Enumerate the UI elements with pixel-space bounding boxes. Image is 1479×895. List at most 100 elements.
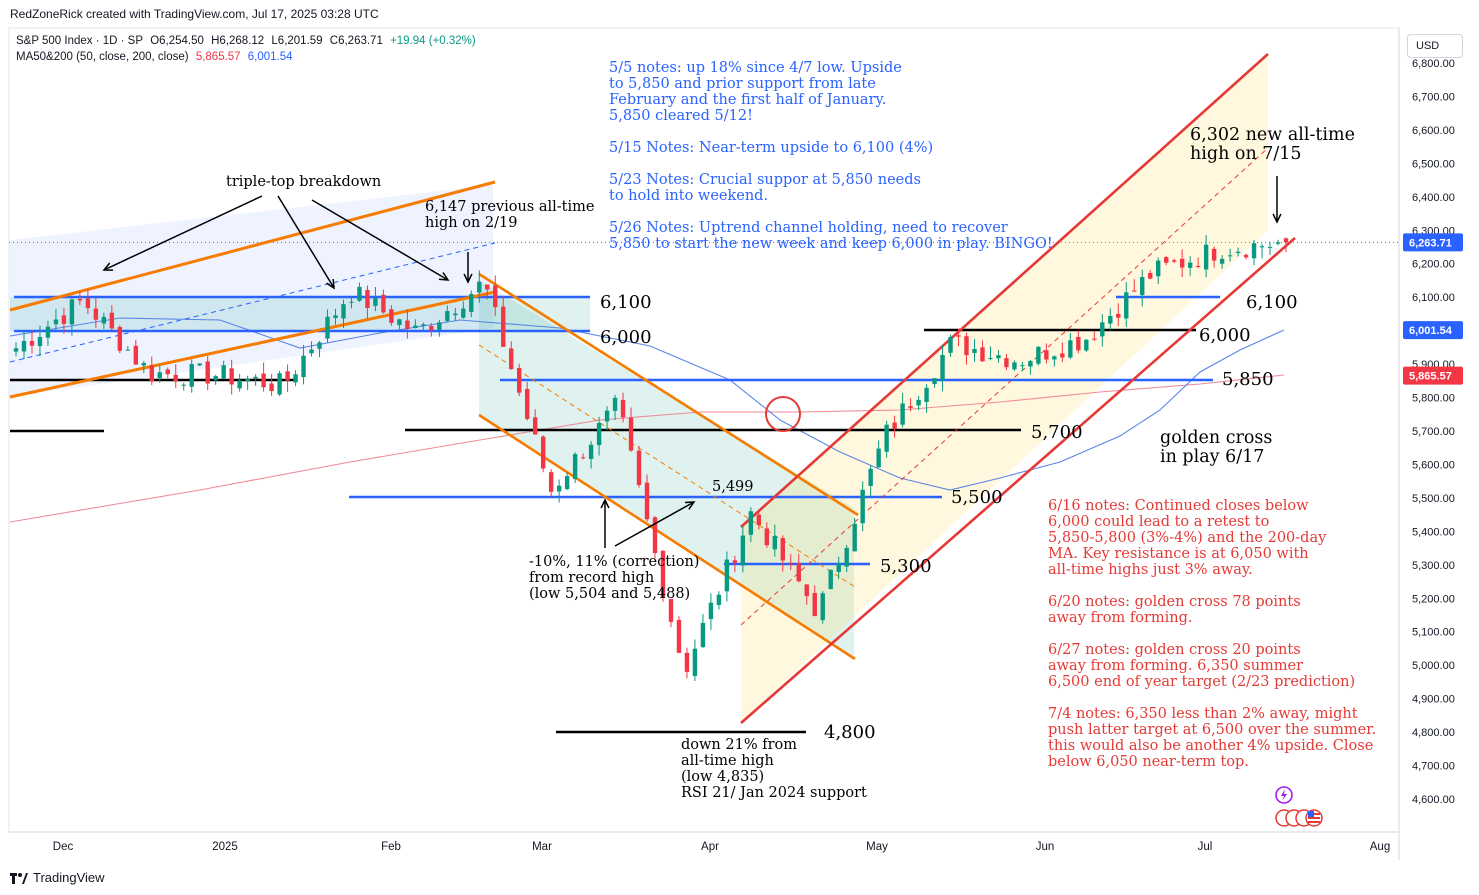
price-tag-label: 6,263.71 bbox=[1409, 237, 1452, 249]
candle-body bbox=[61, 315, 67, 324]
level-6100-label: 6,100 bbox=[600, 292, 652, 313]
level-5850-label: 5,850 bbox=[1222, 369, 1274, 390]
candle-body bbox=[1068, 340, 1073, 358]
candle-body bbox=[173, 374, 178, 382]
candle-body bbox=[245, 378, 250, 382]
wedge-mid-line bbox=[9, 242, 496, 363]
y-tick-label: 5,400.00 bbox=[1412, 526, 1455, 538]
price-tag-label: 6,001.54 bbox=[1409, 325, 1453, 337]
rising-channel-fill bbox=[741, 55, 1268, 722]
price-tag bbox=[1403, 233, 1463, 252]
candle-body bbox=[517, 368, 522, 393]
candle-body bbox=[477, 281, 482, 293]
chart-credit: RedZoneRick created with TradingView.com… bbox=[10, 7, 379, 21]
candle-body bbox=[532, 417, 538, 435]
tradingview-icon bbox=[10, 872, 28, 884]
candle-body bbox=[796, 563, 801, 582]
candle-body bbox=[556, 485, 562, 492]
candle-body bbox=[261, 373, 266, 388]
candle-body bbox=[117, 327, 123, 351]
rising-channel-upper bbox=[740, 53, 1269, 528]
candle-body bbox=[445, 311, 450, 322]
triple-top-arrow-2-head bbox=[326, 278, 335, 290]
candle-body bbox=[628, 417, 634, 451]
y-tick-label: 6,700.00 bbox=[1412, 91, 1455, 103]
candle-body bbox=[157, 372, 162, 379]
lightning-icon[interactable] bbox=[1275, 786, 1293, 804]
candle-body bbox=[1100, 322, 1105, 337]
symbol-legend[interactable]: S&P 500 Index · 1D · SP O6,254.50 H6,268… bbox=[16, 35, 480, 47]
ma200-line bbox=[9, 374, 1285, 523]
candle-body bbox=[341, 304, 346, 319]
candle-body bbox=[564, 476, 570, 490]
candle-body bbox=[69, 299, 75, 325]
candle-body bbox=[285, 371, 290, 381]
triple-top-label: triple-top breakdown bbox=[226, 174, 382, 190]
candle-body bbox=[588, 444, 594, 459]
currency-button[interactable]: USD bbox=[1407, 34, 1463, 58]
candle-body bbox=[205, 361, 210, 384]
triple-top-arrow-2 bbox=[277, 195, 335, 289]
y-tick-label: 6,200.00 bbox=[1412, 259, 1455, 271]
candle-body bbox=[780, 538, 785, 561]
candle-body bbox=[1076, 336, 1081, 351]
y-tick-label: 5,700.00 bbox=[1412, 426, 1455, 438]
x-tick-label: Aug bbox=[1370, 841, 1390, 853]
candle-body bbox=[828, 569, 833, 590]
note-6-20: 6/20 notes: golden cross 78 points away … bbox=[1048, 594, 1301, 626]
x-tick-label: Apr bbox=[701, 841, 719, 853]
candle-body bbox=[1179, 258, 1185, 268]
x-tick-label: Feb bbox=[381, 841, 401, 853]
candle-body bbox=[181, 384, 186, 386]
correction-label: -10%, 11% (correction) from record high … bbox=[529, 554, 700, 602]
candle-body bbox=[133, 345, 139, 365]
candle-body bbox=[1092, 338, 1097, 340]
flag-icons[interactable] bbox=[1275, 809, 1323, 827]
candle-body bbox=[1060, 353, 1065, 358]
y-tick-label: 4,700.00 bbox=[1412, 761, 1455, 773]
candle-body bbox=[988, 358, 993, 360]
correction-arrow-2 bbox=[614, 501, 695, 547]
y-tick-label: 6,600.00 bbox=[1412, 125, 1455, 137]
indicator-icons[interactable] bbox=[1272, 784, 1332, 830]
candle-body bbox=[924, 387, 929, 402]
y-tick-label: 4,600.00 bbox=[1412, 794, 1455, 806]
candle-body bbox=[724, 559, 730, 592]
triple-top-arrow-3 bbox=[311, 199, 449, 281]
candle-body bbox=[644, 482, 650, 520]
candle-body bbox=[1156, 260, 1161, 277]
candle-body bbox=[1020, 365, 1025, 367]
candle-body bbox=[21, 340, 27, 352]
level-4800-label: 4,800 bbox=[824, 722, 876, 743]
candle-body bbox=[493, 285, 498, 308]
candle-body bbox=[221, 365, 226, 379]
candle-body bbox=[692, 648, 698, 676]
tradingview-wordmark: TradingView bbox=[33, 870, 105, 885]
ma-legend[interactable]: MA50&200 (50, close, 200, close) 5,865.5… bbox=[16, 51, 297, 63]
symbol-name: S&P 500 Index · 1D · SP bbox=[16, 35, 143, 47]
candle-body bbox=[365, 289, 370, 308]
level-6100-label-right: 6,100 bbox=[1246, 292, 1298, 313]
y-tick-label: 5,000.00 bbox=[1412, 660, 1455, 672]
close-value: C6,263.71 bbox=[329, 35, 383, 47]
y-tick-label: 5,200.00 bbox=[1412, 593, 1455, 605]
candle-body bbox=[1171, 260, 1177, 262]
candle-body bbox=[636, 450, 642, 485]
candle-body bbox=[333, 315, 338, 319]
candle-body bbox=[317, 342, 322, 349]
candle-body bbox=[932, 378, 937, 385]
y-tick-label: 5,600.00 bbox=[1412, 459, 1455, 471]
note-5-23: 5/23 Notes: Crucial suppor at 5,850 need… bbox=[609, 172, 921, 204]
high-value: H6,268.12 bbox=[211, 35, 265, 47]
candle-body bbox=[548, 472, 554, 492]
candle-body bbox=[149, 365, 154, 382]
candle-body bbox=[884, 424, 889, 452]
wedge-upper-line bbox=[9, 180, 496, 312]
candle-body bbox=[53, 319, 59, 325]
candle-body bbox=[125, 349, 131, 351]
x-tick-label: Mar bbox=[532, 841, 552, 853]
y-tick-label: 6,500.00 bbox=[1412, 158, 1455, 170]
tradingview-logo[interactable]: TradingView bbox=[10, 870, 105, 885]
note-5-26: 5/26 Notes: Uptrend channel holding, nee… bbox=[609, 220, 1053, 252]
